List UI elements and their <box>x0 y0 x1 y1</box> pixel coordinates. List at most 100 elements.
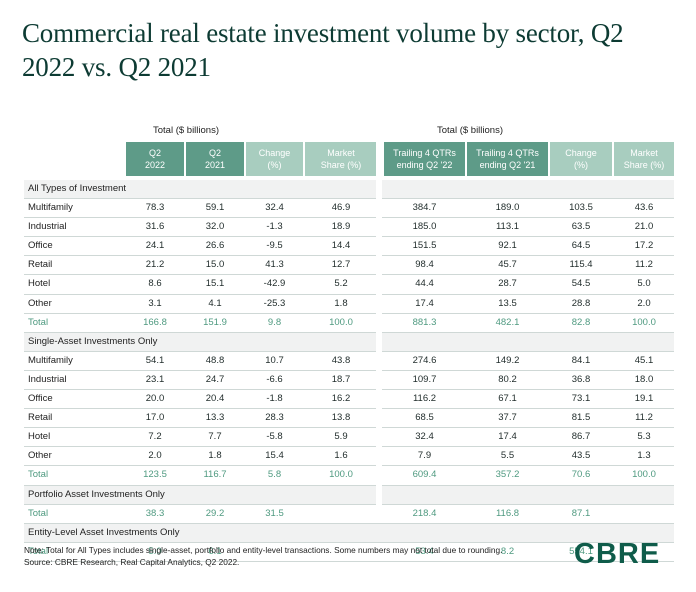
cell-value: 38.3 <box>145 507 165 519</box>
cell-value: 54.1 <box>145 354 165 366</box>
row-label: Entity-Level Asset Investments Only <box>28 526 180 538</box>
cell-value: 73.1 <box>571 393 591 405</box>
cell-value: 84.1 <box>571 354 591 366</box>
cell-value: 59.1 <box>205 202 225 214</box>
cell-value: 98.4 <box>415 259 434 271</box>
cell-value: 45.7 <box>498 259 517 271</box>
table-row: Industrial 31.6 32.0 -1.3 18.9 185.0 113.1 63.5… <box>24 218 674 238</box>
row-label: Other <box>28 297 52 309</box>
cell-value: 100.0 <box>632 316 656 328</box>
cell-value: 15.4 <box>265 450 284 462</box>
row-label: Office <box>28 393 53 405</box>
cell-value: 21.0 <box>634 221 654 233</box>
cell-value: 609.4 <box>412 469 437 481</box>
cell-value: 14.4 <box>331 240 351 252</box>
cell-value: 48.8 <box>205 354 225 366</box>
cell-value: 68.5 <box>415 412 434 424</box>
row-label: Retail <box>28 412 53 424</box>
cell-value: 45.1 <box>634 354 654 366</box>
cell-value: 554.1 <box>569 545 593 557</box>
table-row: Retail 21.2 15.0 41.3 12.7 98.4 45.7 115.4 11.2 <box>24 256 674 276</box>
cell-value: 36.8 <box>571 373 591 385</box>
table-divider <box>376 140 382 518</box>
section-header-row: Entity-Level Asset Investments Only <box>24 523 674 543</box>
cell-value: -5.8 <box>266 431 283 443</box>
table-row: Office 20.0 20.4 -1.8 16.2 116.2 67.1 73.1 19.1 <box>24 390 674 410</box>
group-label-quarterly: Total ($ billions) <box>153 125 219 136</box>
cell-value: 17.0 <box>145 412 165 424</box>
row-label: All Types of Investment <box>28 183 127 194</box>
cell-value: 24.1 <box>145 240 165 252</box>
cell-value: 11.2 <box>635 412 653 424</box>
cell-value: 3.1 <box>148 297 162 309</box>
footnote-source: Source: CBRE Research, Real Capital Anal… <box>24 557 240 567</box>
table-row: Multifamily 54.1 48.8 10.7 43.8 274.6 149.2 84.… <box>24 352 674 371</box>
cell-value: 100.0 <box>329 469 353 481</box>
cell-value: 18.7 <box>331 373 351 385</box>
cell-value: 116.8 <box>495 507 520 519</box>
total-row: Total 166.8 151.9 9.8 100.0 881.3 482.1 82.8 100… <box>24 314 674 333</box>
table-row: Industrial 23.1 24.7 -6.6 18.7 109.7 80.2 36.8 1… <box>24 371 674 391</box>
cell-value: 54.5 <box>571 278 591 290</box>
cell-value: 23.1 <box>145 373 165 385</box>
cell-value: 482.1 <box>495 316 520 328</box>
cell-value: 151.9 <box>203 316 227 328</box>
cell-value: 37.7 <box>498 412 517 424</box>
cell-value: 12.7 <box>331 259 351 271</box>
cell-value: 46.9 <box>331 202 351 214</box>
cell-value: 21.2 <box>145 259 165 271</box>
table-row: Hotel 7.2 7.7 -5.8 5.9 32.4 17.4 86.7 5.3 <box>24 428 674 448</box>
cell-value: 7.9 <box>417 450 432 462</box>
cell-value: 113.1 <box>495 221 520 233</box>
total-row: Total 38.3 29.2 31.5 218.4 116.8 87.1 <box>24 505 674 524</box>
row-label: Industrial <box>28 373 67 385</box>
table-row: Other 3.1 4.1 -25.3 1.8 17.4 13.5 28.8 2.0 <box>24 295 674 314</box>
cell-value: 20.4 <box>205 393 225 405</box>
cell-value: 100.0 <box>632 469 656 481</box>
cell-value: 17.4 <box>498 431 517 443</box>
page-title: Commercial real estate investment volume… <box>22 18 624 82</box>
cell-value: 115.4 <box>569 259 593 271</box>
cell-value: 17.2 <box>634 240 654 252</box>
cell-value: 185.0 <box>412 221 437 233</box>
cell-value: -42.9 <box>263 278 286 290</box>
cell-value: 15.0 <box>205 259 225 271</box>
cell-value: 6.1 <box>208 545 222 557</box>
cell-value: 16.2 <box>331 393 351 405</box>
section-header-row: Portfolio Asset Investments Only <box>24 485 674 505</box>
cell-value: 31.5 <box>265 507 284 519</box>
cell-value: 4.1 <box>208 297 222 309</box>
cell-value: 881.3 <box>412 316 437 328</box>
total-row: Total 5.0 6.1 53.4 8.2 554.1 <box>24 543 674 562</box>
row-label: Hotel <box>28 431 51 443</box>
cell-value: 1.3 <box>637 450 651 462</box>
cell-value: 13.5 <box>498 297 517 309</box>
cell-value: 64.5 <box>571 240 591 252</box>
column-header-3: Market Share (%) <box>305 142 377 176</box>
table-row: Hotel 8.6 15.1 -42.9 5.2 44.4 28.7 54.5 5.0 <box>24 275 674 295</box>
row-label: Total <box>28 469 49 481</box>
cell-value: 18.9 <box>331 221 351 233</box>
cell-value: 13.8 <box>331 412 351 424</box>
cell-value: 18.0 <box>634 373 654 385</box>
cell-value: 78.3 <box>145 202 165 214</box>
cell-value: 109.7 <box>412 373 437 385</box>
table-row: Multifamily 78.3 59.1 32.4 46.9 384.7 189.0 103… <box>24 199 674 219</box>
cell-value: 63.5 <box>571 221 591 233</box>
cell-value: 53.4 <box>415 545 434 557</box>
cell-value: 24.7 <box>205 373 225 385</box>
cell-value: -1.3 <box>266 221 283 233</box>
row-label: Portfolio Asset Investments Only <box>28 488 165 500</box>
cell-value: 32.4 <box>265 202 284 214</box>
cell-value: 20.0 <box>145 393 165 405</box>
column-header-2: Change (%) <box>246 142 303 176</box>
cell-value: 81.5 <box>571 412 591 424</box>
cell-value: 11.2 <box>635 259 653 271</box>
row-label: Office <box>28 240 53 252</box>
cell-value: 8.6 <box>148 278 162 290</box>
cell-value: 8.2 <box>500 545 515 557</box>
cell-value: 43.6 <box>634 202 654 214</box>
cell-value: 82.8 <box>571 316 591 328</box>
row-label: Total <box>28 507 49 519</box>
cell-value: 384.7 <box>412 202 437 214</box>
